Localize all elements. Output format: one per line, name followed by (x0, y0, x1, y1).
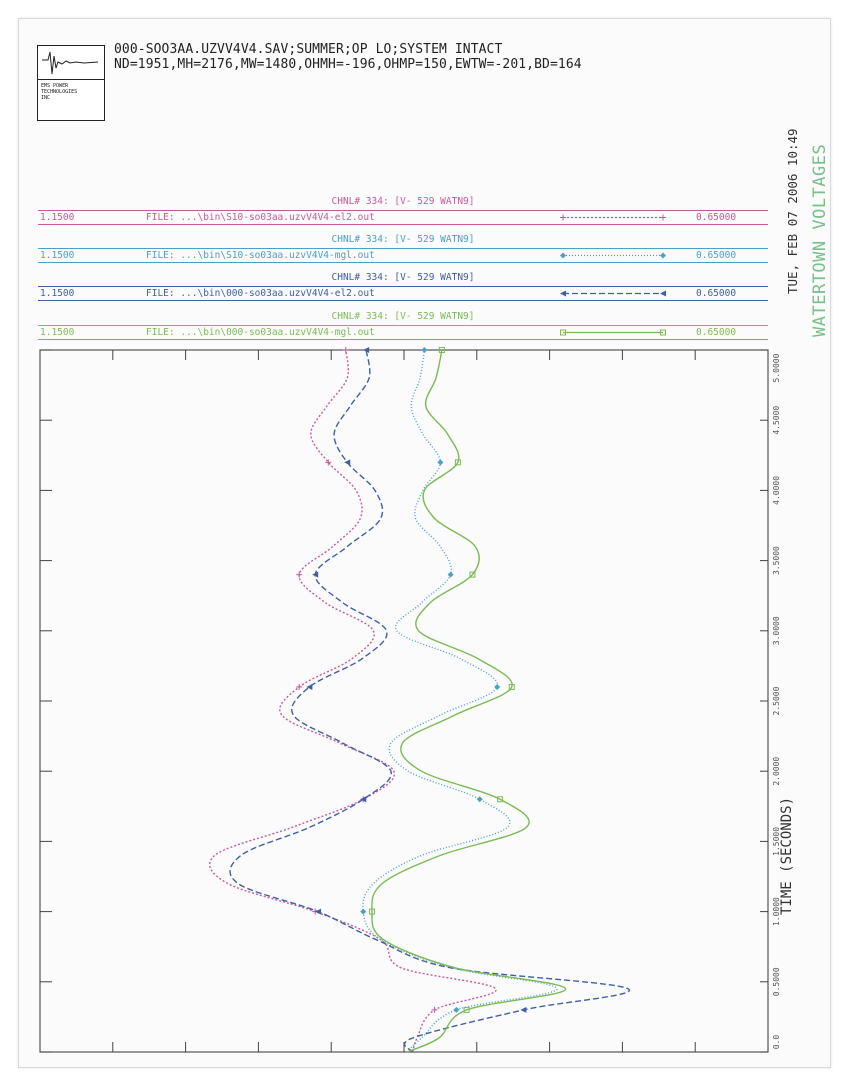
legend-marker (560, 329, 566, 336)
legend-entry: 1.1500 FILE: ...\bin\S10-so03aa.uzvV4V4-… (38, 210, 768, 225)
plot-sheet (18, 18, 831, 1068)
series-line (209, 349, 497, 1053)
series-marker (463, 1006, 470, 1013)
legend-ymin: 0.65000 (696, 212, 737, 223)
waveform-icon (42, 51, 99, 75)
legend-marker (660, 252, 666, 259)
series-marker (360, 796, 367, 803)
legend-marker (560, 214, 566, 221)
legend-ymax: 1.1500 (40, 250, 75, 261)
time-tick-label: 1.5000 (772, 827, 781, 856)
time-tick-label: 2.0000 (772, 757, 781, 786)
series-marker (497, 796, 504, 803)
series-marker (344, 459, 351, 466)
series-marker (494, 683, 501, 690)
legend-line-sample (560, 290, 666, 297)
legend-marker (660, 290, 666, 297)
legend-file: FILE: ...\bin\000-so03aa.uzvV4V4-mgl.out (146, 327, 375, 338)
time-tick-label: 0.0 (772, 1035, 781, 1050)
time-tick-label: 0.5000 (772, 967, 781, 996)
header-case-line: 000-SOO3AA.UZVV4V4.SAV;SUMMER;OP LO;SYST… (114, 42, 503, 57)
legend-ymax: 1.1500 (40, 327, 75, 338)
series-marker (431, 1006, 438, 1013)
time-tick-label: 3.0000 (772, 616, 781, 645)
series-marker (368, 908, 375, 915)
series-marker (315, 908, 322, 915)
legend-file: FILE: ...\bin\S10-so03aa.uzvV4V4-mgl.out (146, 250, 375, 261)
legend-line-sample (560, 214, 666, 221)
plot-frame (39, 349, 769, 1053)
logo-text: EMS POWER TECHNOLOGIES INC (41, 83, 78, 101)
company-logo: EMS POWER TECHNOLOGIES INC (37, 45, 105, 121)
series-marker (363, 347, 370, 353)
series-marker (508, 683, 515, 690)
series-marker (476, 796, 483, 803)
series-line (229, 349, 631, 1053)
legend-ymin: 0.65000 (696, 327, 737, 338)
series-marker (296, 571, 303, 578)
series-marker (520, 1006, 527, 1013)
legend-marker (560, 290, 566, 297)
series-marker (342, 347, 349, 353)
series-marker (306, 683, 313, 690)
series-marker (453, 1006, 460, 1013)
series-marker (454, 459, 461, 466)
series-line (371, 349, 567, 1053)
series-marker (312, 571, 319, 578)
legend-entry: 1.1500 FILE: ...\bin\000-so03aa.uzvV4V4-… (38, 325, 768, 340)
legend-entry: 1.1500 FILE: ...\bin\S10-so03aa.uzvV4V4-… (38, 248, 768, 263)
legend-file: FILE: ...\bin\000-so03aa.uzvV4V4-el2.out (146, 288, 375, 299)
series-marker (360, 908, 367, 915)
legend-line-sample (560, 252, 666, 259)
time-tick-label: 1.0000 (772, 897, 781, 926)
legend-channel-title: CHNL# 334: [V- 529 WATN9] (331, 311, 475, 322)
header-parameter-line: ND=1951,MH=2176,MW=1480,OHMH=-196,OHMP=1… (114, 57, 582, 72)
legend-entry: 1.1500 FILE: ...\bin\000-so03aa.uzvV4V4-… (38, 286, 768, 301)
series-marker (325, 459, 332, 466)
series-marker (296, 683, 303, 690)
time-tick-label: 3.5000 (772, 546, 781, 575)
time-tick-label: 2.5000 (772, 686, 781, 715)
series-marker (437, 459, 444, 466)
legend-file: FILE: ...\bin\S10-so03aa.uzvV4V4-el2.out (146, 212, 375, 223)
legend-ymin: 0.65000 (696, 288, 737, 299)
legend-ymax: 1.1500 (40, 212, 75, 223)
legend-channel-title: CHNL# 334: [V- 529 WATN9] (331, 234, 475, 245)
legend-channel-title: CHNL# 334: [V- 529 WATN9] (331, 272, 475, 283)
legend-marker (660, 214, 666, 221)
legend-ymin: 0.65000 (696, 250, 737, 261)
time-tick-label: 4.5000 (772, 406, 781, 435)
legend-ymax: 1.1500 (40, 288, 75, 299)
time-tick-label: 4.0000 (772, 476, 781, 505)
legend-channel-title: CHNL# 334: [V- 529 WATN9] (331, 196, 475, 207)
series-marker (438, 347, 445, 353)
series-marker (421, 347, 428, 353)
time-tick-label: 5.0000 (772, 353, 781, 382)
series-marker (447, 571, 454, 578)
legend-marker (560, 252, 566, 259)
legend-line-sample (560, 329, 666, 336)
legend-marker (660, 329, 666, 336)
series-marker (469, 571, 476, 578)
legend: CHNL# 334: [V- 529 WATN9] 1.1500 FILE: .… (38, 196, 768, 350)
